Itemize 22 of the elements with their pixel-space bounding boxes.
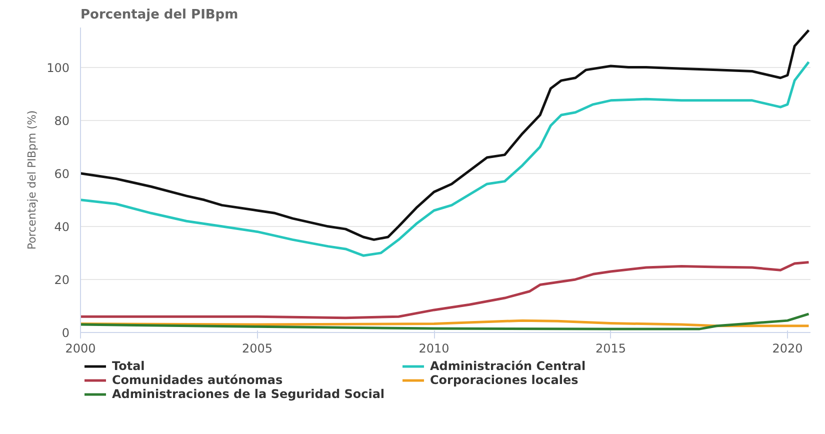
legend-label: Corporaciones locales bbox=[430, 373, 580, 387]
y-tick-label: 20 bbox=[54, 272, 70, 287]
y-tick-label: 0 bbox=[62, 326, 70, 340]
line-series bbox=[80, 28, 810, 241]
y-tick-label: 80 bbox=[54, 114, 70, 128]
legend-label: Comunidades autónomas bbox=[112, 373, 284, 387]
x-tick-label: 2000 bbox=[65, 342, 96, 356]
y-tick-label: 40 bbox=[54, 220, 70, 234]
line-series bbox=[80, 260, 810, 320]
chart-title: Porcentaje del PIBpm bbox=[80, 8, 238, 22]
x-tick-label: 2020 bbox=[772, 342, 803, 356]
y-axis-title: Porcentaje del PIBpm (%) bbox=[26, 110, 39, 250]
line-series bbox=[80, 312, 810, 330]
line-series bbox=[80, 60, 810, 257]
x-tick-label: 2010 bbox=[418, 342, 450, 356]
y-tick-label: 100 bbox=[46, 60, 70, 75]
x-tick-label: 2005 bbox=[242, 342, 273, 356]
x-tick-label: 2015 bbox=[595, 342, 626, 356]
legend-label: Total bbox=[112, 359, 146, 373]
y-tick-label: 60 bbox=[54, 166, 70, 181]
legend-label: Administraciones de la Seguridad Social bbox=[112, 387, 386, 401]
legend-label: Administración Central bbox=[430, 359, 587, 373]
